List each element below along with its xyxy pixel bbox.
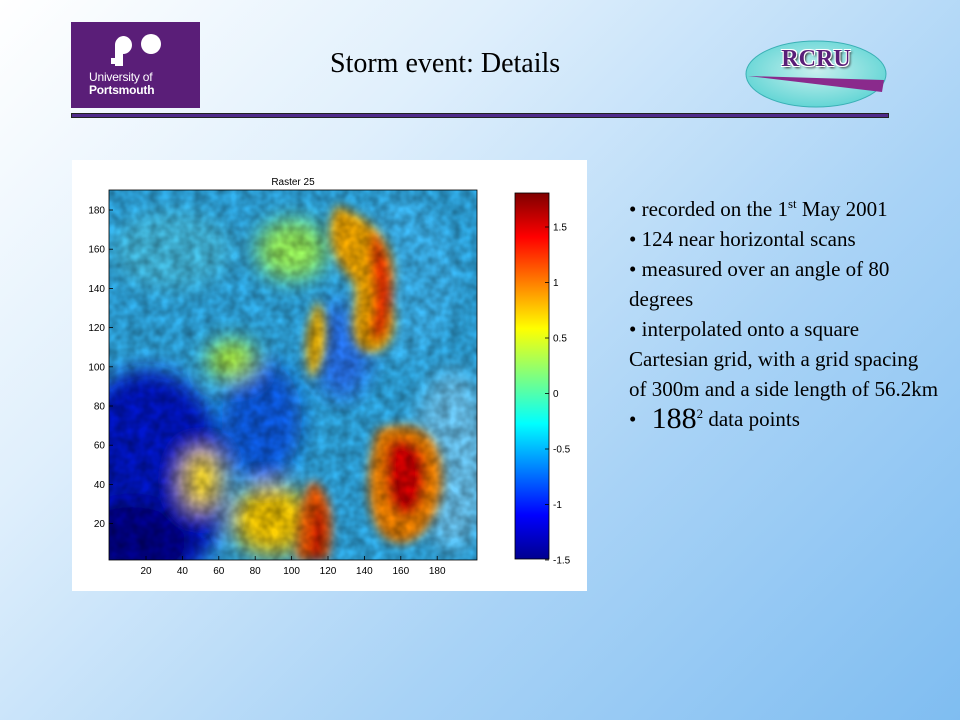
bullet-1-text: recorded on the 1 — [641, 197, 788, 221]
raster-figure-svg: Raster 25 — [88, 177, 571, 577]
colorbar-tick-label: 0.5 — [553, 334, 567, 345]
y-tick-label: 40 — [94, 480, 106, 491]
colorbar-tick-label: 1.5 — [553, 223, 567, 234]
y-tick-label: 100 — [88, 362, 105, 373]
university-logo: University of Portsmouth — [71, 22, 200, 108]
bullet-3-text: measured over an angle of 80 degrees — [629, 257, 890, 311]
university-name: University of Portsmouth — [89, 70, 155, 97]
bullet-grid: • interpolated onto a square Cartesian g… — [629, 317, 939, 401]
bullet-1-sup: st — [787, 196, 797, 211]
bullet-recorded-date: • recorded on the 1st May 2001 — [629, 196, 888, 221]
university-name-line1: University of — [89, 70, 153, 84]
colorbar-axis: 1.5 1 0.5 0 -0.5 -1 -1.5 — [545, 223, 571, 567]
y-tick-label: 180 — [88, 206, 105, 217]
y-axis: 180 160 140 120 100 80 60 40 20 — [88, 206, 113, 530]
colorbar-tick-label: -1 — [553, 500, 562, 511]
bullet-5-math: 188 — [651, 402, 697, 435]
colorbar-tick-label: 0 — [553, 389, 559, 400]
colorbar — [514, 192, 550, 560]
x-tick-label: 20 — [140, 566, 152, 577]
x-tick-label: 140 — [356, 566, 373, 577]
x-tick-label: 100 — [283, 566, 300, 577]
y-tick-label: 20 — [94, 519, 106, 530]
figure-title: Raster 25 — [271, 177, 315, 188]
y-tick-label: 120 — [88, 323, 105, 334]
rcru-logo: RCRU — [744, 40, 888, 110]
x-tick-label: 160 — [392, 566, 409, 577]
x-tick-label: 60 — [213, 566, 225, 577]
bullet-2-text: 124 near horizontal scans — [641, 227, 856, 251]
university-logo-mark — [111, 34, 161, 66]
x-axis: 20 40 60 80 100 120 140 160 180 — [140, 556, 446, 577]
colorbar-tick-label: 1 — [553, 278, 559, 289]
colorbar-tick-label: -0.5 — [553, 445, 571, 456]
rcru-logo-shape — [745, 40, 887, 108]
details-list: • recorded on the 1st May 2001 • 124 nea… — [629, 194, 939, 434]
bullet-4-text: interpolated onto a square Cartesian gri… — [629, 317, 939, 401]
x-tick-label: 80 — [250, 566, 262, 577]
university-name-line2: Portsmouth — [89, 83, 155, 97]
y-tick-label: 60 — [94, 441, 106, 452]
bullet-1-post: May 2001 — [796, 197, 888, 221]
rcru-logo-text: RCRU — [781, 46, 851, 72]
bullet-5-post: data points — [703, 407, 800, 431]
bullet-scans: • 124 near horizontal scans — [629, 227, 856, 251]
x-tick-label: 120 — [320, 566, 337, 577]
plot-frame — [108, 189, 478, 561]
bullet-data-points: • 1882 data points — [629, 402, 800, 435]
header-divider — [71, 113, 889, 118]
y-tick-label: 140 — [88, 284, 105, 295]
bullet-angle: • measured over an angle of 80 degrees — [629, 257, 890, 311]
y-tick-label: 160 — [88, 245, 105, 256]
colorbar-tick-label: -1.5 — [553, 556, 571, 567]
raster-figure: Raster 25 — [72, 160, 587, 591]
y-tick-label: 80 — [94, 402, 106, 413]
raster-heatmap — [109, 190, 477, 560]
bullet-5-sup: 2 — [696, 406, 704, 421]
x-tick-label: 180 — [429, 566, 446, 577]
slide-title: Storm event: Details — [330, 48, 561, 79]
x-tick-label: 40 — [177, 566, 189, 577]
